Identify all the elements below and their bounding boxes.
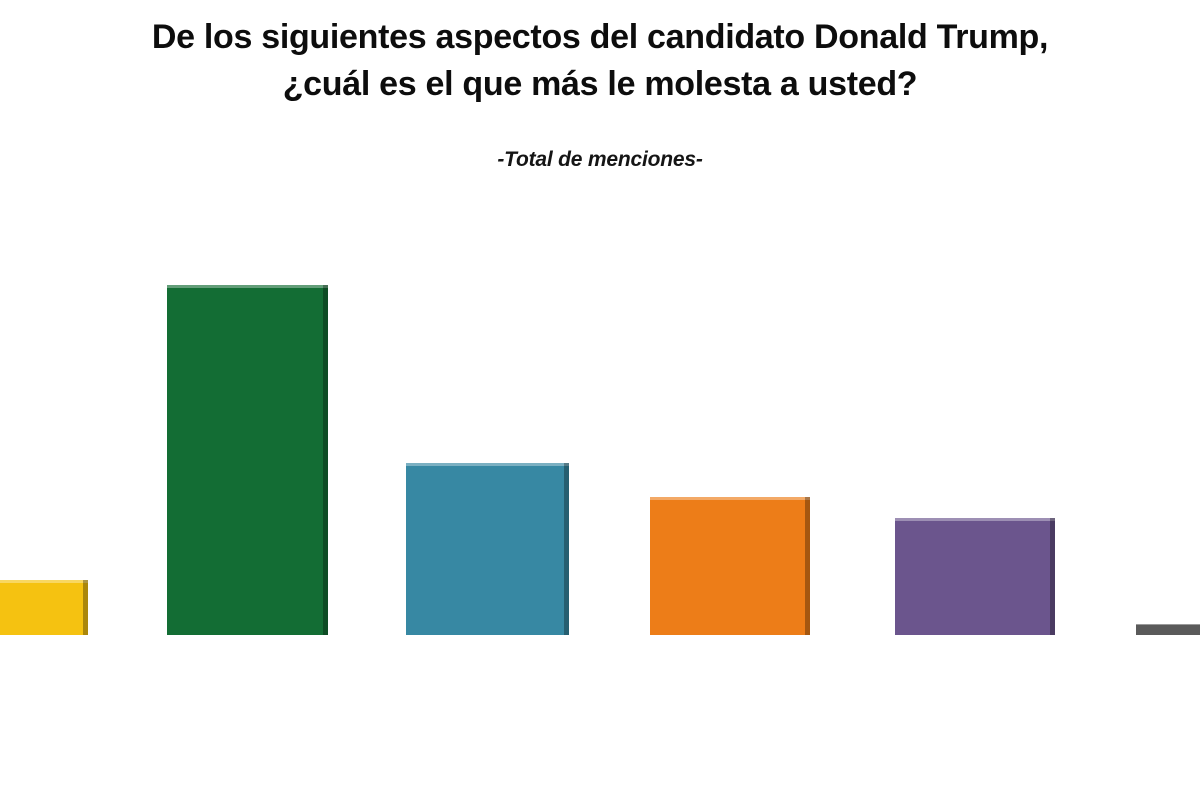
bar-group-deportar-mexicanos[interactable]: 42.0 Que quiere deportar a los mexicanos… [167,285,328,800]
bar-group-construir-muro[interactable]: 20.5 Que quiere construir un muro [406,463,569,800]
bar-group-su-personalidad[interactable]: .5 Su nalidad [0,580,88,800]
chart-title-line-1: De los siguientes aspectos del candidato… [151,18,1049,56]
bar-rect-disminuir-comercio[interactable] [650,497,810,635]
page-title: De los siguientes aspectos del candidato… [0,14,1200,108]
bar-group-paguemos-muro[interactable]: 13.8 Que quiere que los mexicanos paguem… [895,518,1055,800]
chart-title-line-2: ¿cuál es el que más le molesta a usted? [282,64,918,103]
bar-rect-no-sabe[interactable] [1136,624,1200,635]
bar-group-no-sabe[interactable]: N [1136,624,1200,800]
chart-subtitle: -Total de menciones- [497,148,703,171]
bar-group-disminuir-comercio[interactable]: 16.3 Que quiere disminuir el comercio co… [650,497,810,800]
bar-rect-construir-muro[interactable] [406,463,569,635]
bar-rect-su-personalidad[interactable] [0,580,88,635]
bar-rect-paguemos-muro[interactable] [895,518,1055,635]
bar-rect-deportar-mexicanos[interactable] [167,285,328,635]
